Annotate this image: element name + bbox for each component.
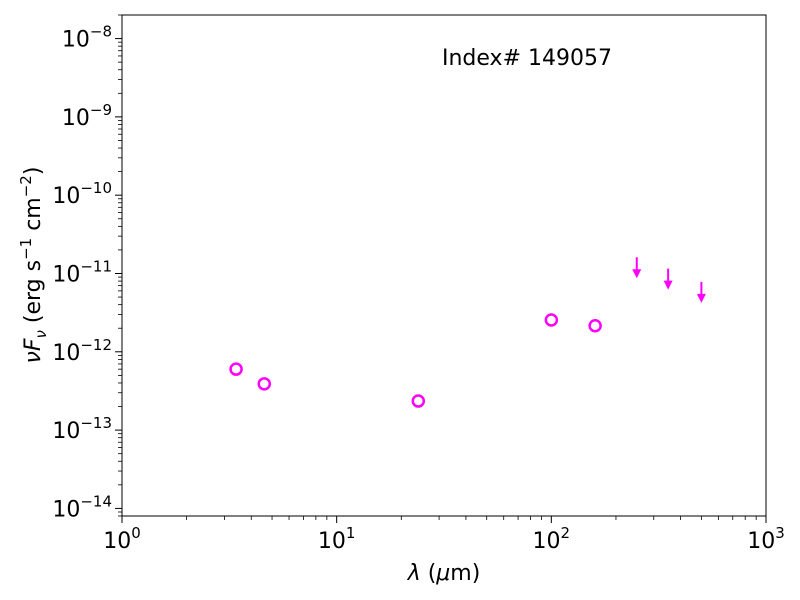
y-tick-label: 10−13 [52, 414, 112, 444]
y-tick-label: 10−12 [52, 336, 112, 366]
x-tick-label: 100 [103, 524, 141, 554]
upper-limit-marker [632, 257, 642, 279]
data-point [257, 377, 272, 391]
plot-frame [121, 14, 767, 517]
x-tick-label: 101 [318, 524, 356, 554]
minor-ticks [118, 14, 757, 520]
data-point [588, 319, 602, 333]
data-point [229, 362, 243, 376]
x-axis-label: λ (μm) [407, 561, 481, 586]
x-tick-label: 103 [747, 524, 785, 554]
tick-labels: 100 101 102 103 10−14 10−13 10−12 10−11 10−10 10−… [52, 23, 784, 554]
data-point [544, 313, 559, 327]
y-tick-label: 10−8 [62, 23, 112, 53]
chart-annotation: Index# 149057 [442, 46, 612, 71]
upper-limit-marker [663, 268, 673, 290]
major-ticks [115, 38, 767, 523]
x-tick-label: 102 [533, 524, 571, 554]
y-tick-label: 10−14 [52, 492, 112, 522]
y-tick-label: 10−11 [52, 257, 112, 287]
y-tick-label: 10−9 [62, 101, 112, 131]
data-marks [229, 257, 706, 408]
y-axis-label: νFν (erg s−1 cm−2) [17, 167, 50, 364]
data-point [411, 394, 426, 408]
upper-limit-marker [696, 281, 706, 303]
y-tick-label: 10−10 [52, 179, 112, 209]
